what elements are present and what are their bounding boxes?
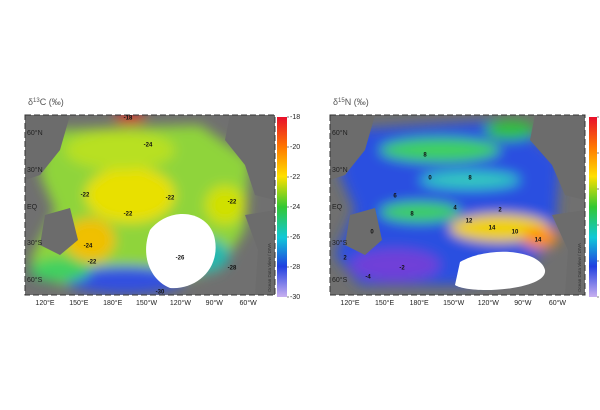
contour-label: 8 bbox=[423, 153, 427, 159]
colorbar-tick-label: -22 bbox=[290, 174, 300, 181]
contour-label: -22 bbox=[228, 200, 237, 206]
map-d13c bbox=[25, 115, 275, 295]
lon-label: 150°E bbox=[69, 299, 88, 307]
colorbar bbox=[277, 117, 287, 297]
colorbar-tick-label: -24 bbox=[290, 204, 300, 211]
lon-label: 150°W bbox=[443, 299, 464, 307]
contour-label: 10 bbox=[512, 230, 519, 236]
lon-label: 150°E bbox=[375, 299, 394, 307]
lat-label: 60°S bbox=[27, 276, 43, 284]
map-title: δ15N (‰) bbox=[333, 97, 369, 107]
contour-label: 8 bbox=[468, 176, 472, 182]
lon-label: 180°E bbox=[103, 299, 122, 307]
contour-label: 6 bbox=[393, 194, 397, 200]
lon-label: 180°E bbox=[410, 299, 429, 307]
colorbar-tick-label: -30 bbox=[290, 294, 300, 301]
lon-label: 120°W bbox=[170, 299, 191, 307]
lon-label: 120°E bbox=[35, 299, 54, 307]
title-suffix: N (‰) bbox=[345, 97, 369, 107]
contour-label: 0 bbox=[428, 176, 432, 182]
contour-label: -30 bbox=[156, 290, 165, 296]
contour-label: -22 bbox=[166, 196, 175, 202]
lon-label: 90°W bbox=[514, 299, 532, 307]
colorbar-tick-label: -26 bbox=[290, 234, 300, 241]
lat-label: 60°S bbox=[332, 276, 348, 284]
colorbar-tick-label: -20 bbox=[290, 144, 300, 151]
title-isotope: 15 bbox=[338, 98, 345, 104]
lat-label: 30°S bbox=[332, 239, 348, 247]
lat-label: 60°N bbox=[27, 129, 43, 137]
title-prefix: δ bbox=[333, 97, 338, 107]
map-frame bbox=[329, 114, 586, 296]
contour-label: -22 bbox=[81, 193, 90, 199]
contour-label: -2 bbox=[399, 266, 405, 272]
contour-label: 4 bbox=[453, 206, 457, 212]
contour-label: 0 bbox=[370, 230, 374, 236]
lat-label: 30°N bbox=[27, 166, 43, 174]
lon-label: 120°W bbox=[478, 299, 499, 307]
lon-label: 90°W bbox=[206, 299, 224, 307]
contour-label: -22 bbox=[88, 260, 97, 266]
credit: Ocean Data View / DIVA bbox=[577, 243, 582, 292]
map-title: δ13C (‰) bbox=[28, 97, 64, 107]
contour-label: 8 bbox=[410, 212, 414, 218]
contour-label: 14 bbox=[535, 238, 542, 244]
contour-label: 14 bbox=[489, 226, 496, 232]
contour-label: 2 bbox=[343, 256, 347, 262]
lon-label: 60°W bbox=[549, 299, 567, 307]
lat-label: 30°S bbox=[27, 239, 43, 247]
contour-label: -24 bbox=[144, 143, 153, 149]
contour-label: -26 bbox=[176, 256, 185, 262]
title-prefix: δ bbox=[28, 97, 33, 107]
lat-label: EQ bbox=[27, 204, 38, 211]
credit: Ocean Data View / DIVA bbox=[267, 243, 272, 292]
map-frame bbox=[24, 114, 276, 296]
contour-label: -18 bbox=[124, 116, 133, 122]
title-suffix: C (‰) bbox=[40, 97, 64, 107]
colorbar-tick-label: -18 bbox=[290, 114, 300, 121]
colorbar bbox=[589, 117, 597, 297]
lon-label: 60°W bbox=[240, 299, 258, 307]
contour-label: -28 bbox=[228, 266, 237, 272]
contour-label: 12 bbox=[466, 219, 473, 225]
contour-label: -4 bbox=[365, 275, 371, 281]
map-d15n bbox=[330, 115, 585, 295]
contour-label: -22 bbox=[124, 212, 133, 218]
lon-label: 150°W bbox=[136, 299, 157, 307]
title-isotope: 13 bbox=[33, 98, 40, 104]
colorbar-tick-label: -28 bbox=[290, 264, 300, 271]
lat-label: 30°N bbox=[332, 166, 348, 174]
contour-label: 2 bbox=[498, 208, 502, 214]
lat-label: EQ bbox=[332, 204, 343, 211]
contour-label: -24 bbox=[84, 244, 93, 250]
lat-label: 60°N bbox=[332, 129, 348, 137]
lon-label: 120°E bbox=[340, 299, 359, 307]
